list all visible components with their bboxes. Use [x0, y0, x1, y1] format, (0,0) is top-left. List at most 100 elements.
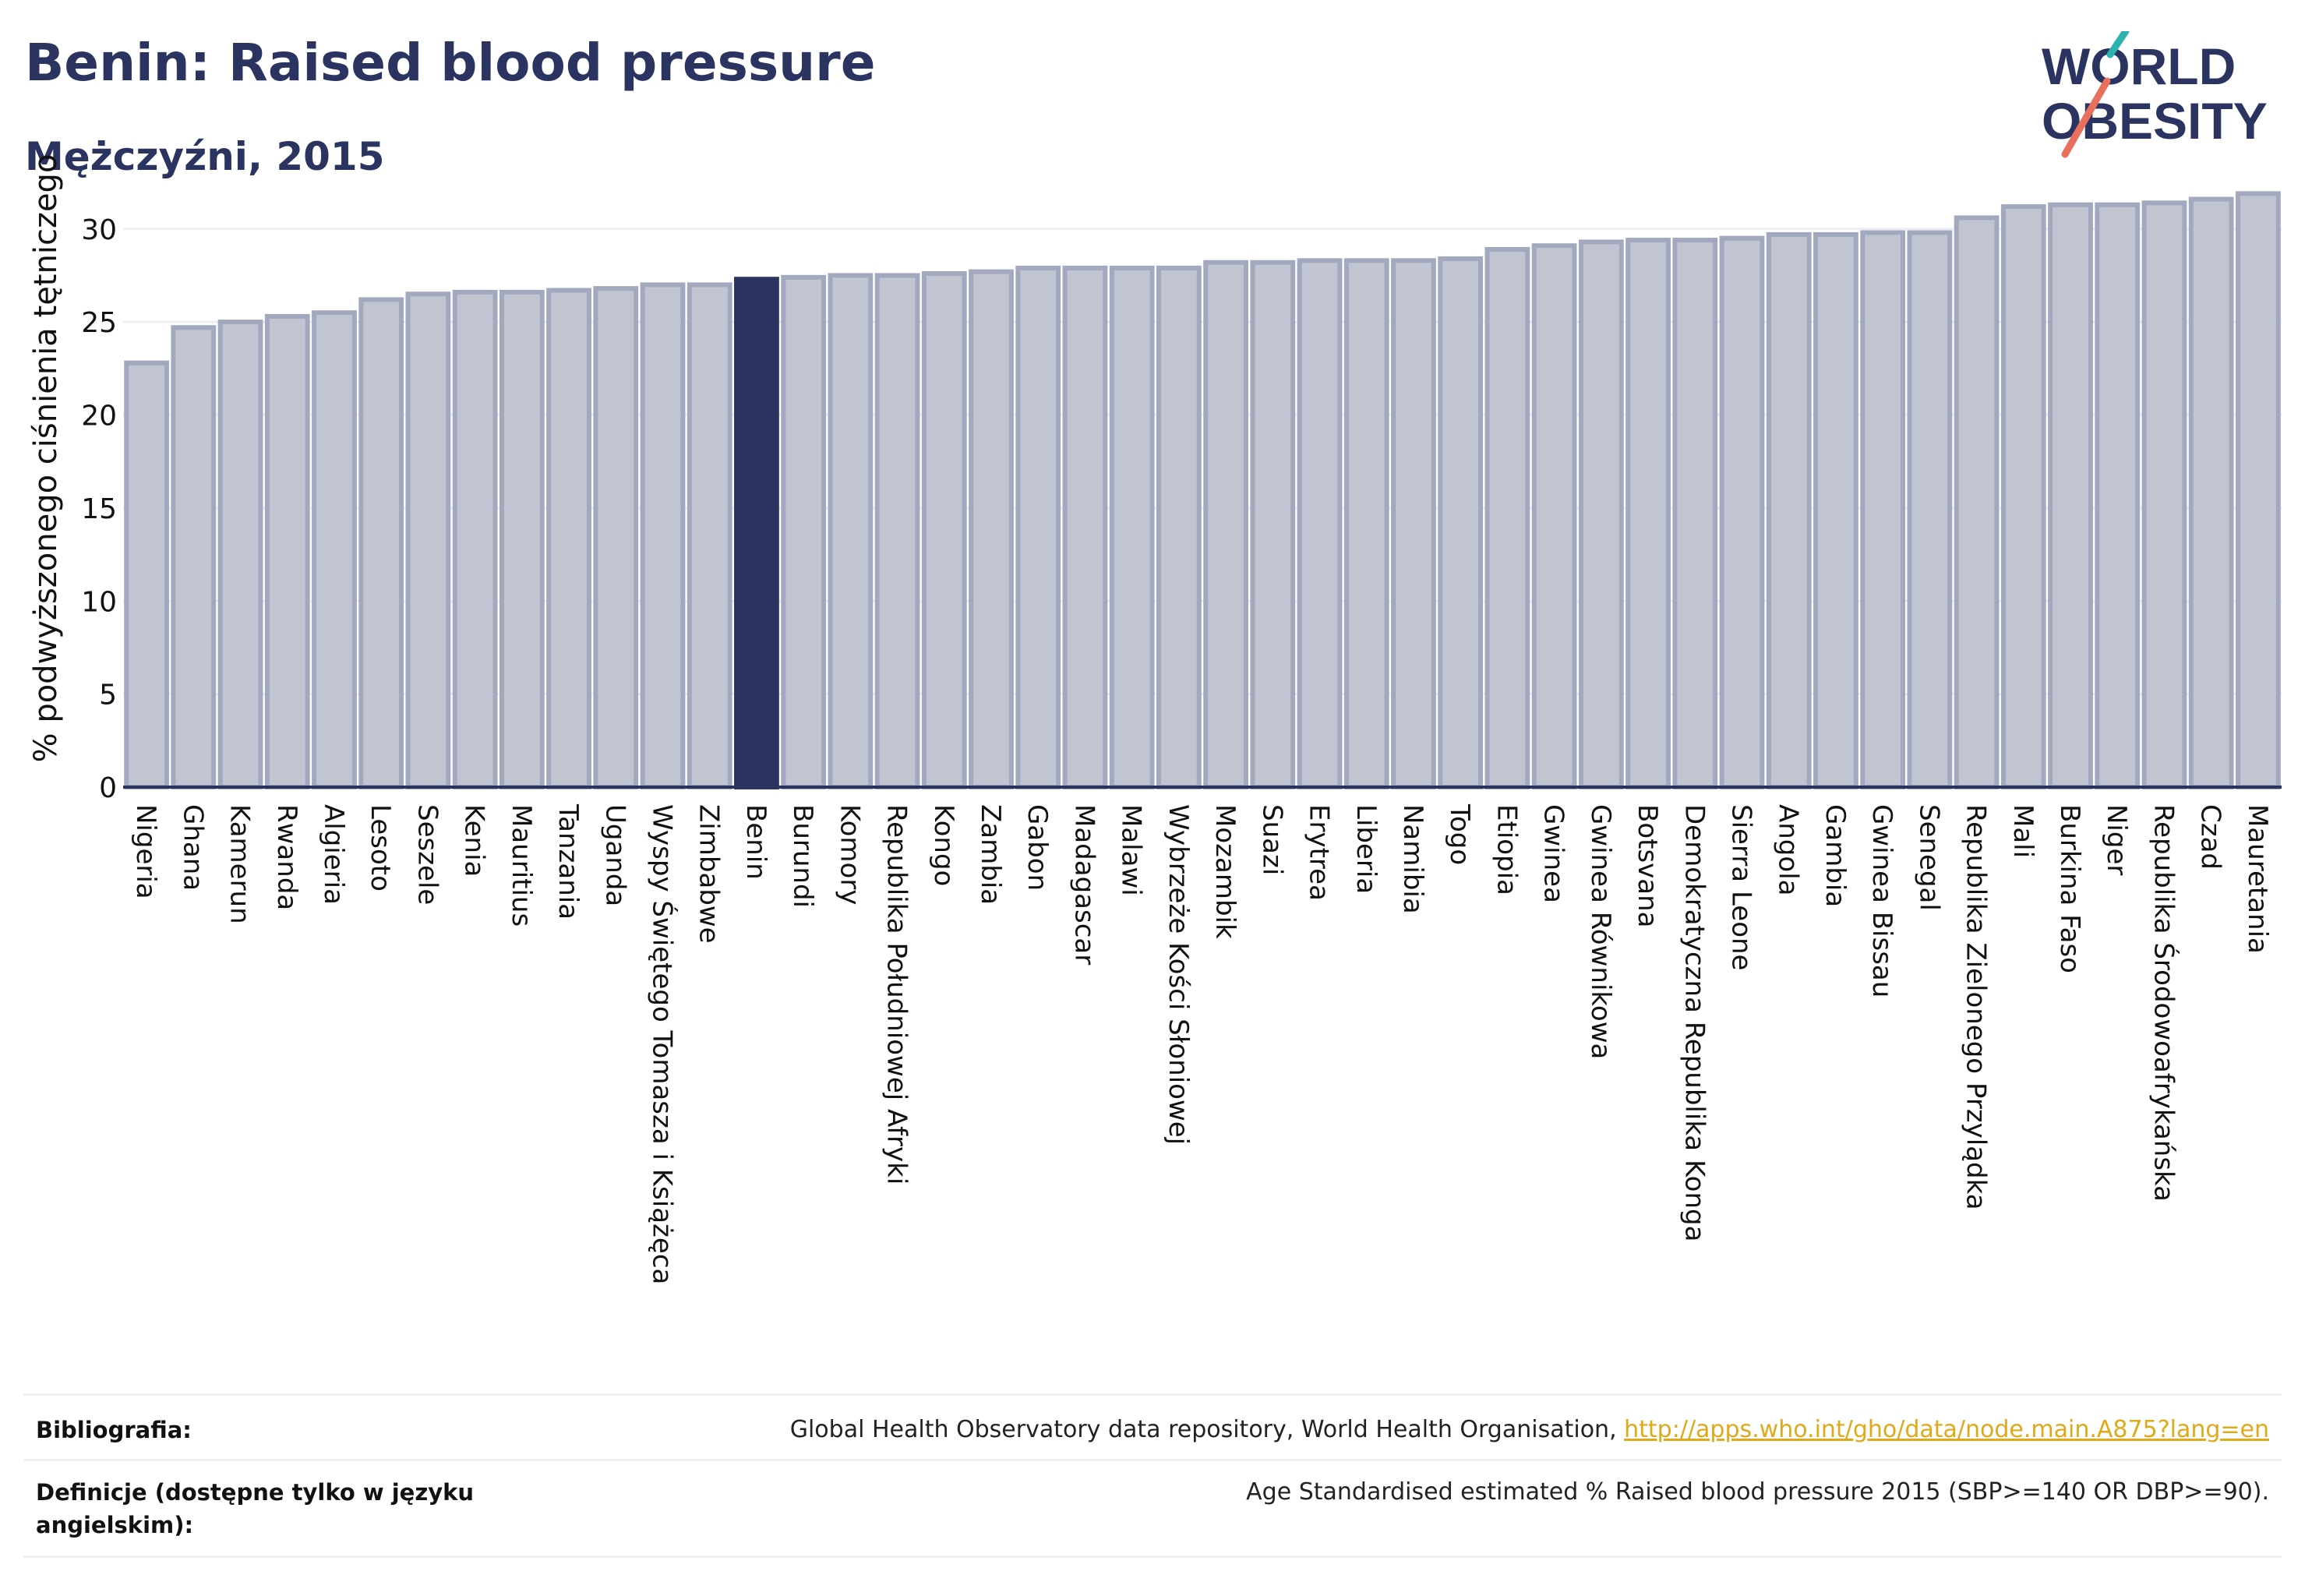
bar-burkina-faso	[2048, 202, 2093, 789]
y-tick-label: 5	[99, 680, 117, 711]
x-tick-label: Ghana	[177, 804, 208, 891]
x-tick-label: Republika Zielonego Przylądka	[1961, 804, 1992, 1210]
x-tick-label: Kongo	[928, 804, 959, 886]
x-tick-label: Algieria	[318, 804, 349, 905]
bar-sierra-leone	[1719, 235, 1765, 789]
chart-title: Benin: Raised blood pressure	[25, 33, 876, 93]
bar-wyspy-wi-tego-tomasza-i-ksi-ca	[640, 282, 686, 789]
bibliography-link[interactable]: http://apps.who.int/gho/data/node.main.A…	[1624, 1416, 2269, 1443]
bar-etiopia	[1484, 247, 1530, 789]
bibliography-label: Bibliografia:	[36, 1417, 192, 1443]
x-tick-label: Liberia	[1350, 804, 1382, 894]
world-obesity-logo: WORLD OBESITY	[2042, 31, 2268, 158]
x-tick-label: Kenia	[459, 804, 490, 877]
bar-gabon	[1015, 265, 1061, 789]
bar-gwinea-bissau	[1860, 230, 1906, 789]
x-tick-label: Lesoto	[365, 804, 396, 892]
bar-zambia	[969, 269, 1014, 790]
bar-lesoto	[358, 297, 404, 790]
bibliography-text: Global Health Observatory data repositor…	[789, 1416, 1625, 1443]
bar-nigeria	[124, 360, 170, 789]
x-tick-label: Wybrzeże Kości Słoniowej	[1163, 804, 1194, 1145]
bar-kamerun	[217, 320, 263, 789]
bar-togo	[1438, 256, 1484, 789]
y-tick-label: 10	[81, 586, 117, 618]
x-tick-label: Gambia	[1820, 804, 1851, 907]
bar-ghana	[171, 325, 217, 790]
x-tick-label: Suazi	[1256, 804, 1287, 875]
bar-gwinea	[1531, 243, 1577, 789]
x-tick-label: Madagascar	[1068, 804, 1100, 965]
bar-komory	[828, 273, 874, 789]
bar-madagascar	[1062, 265, 1108, 789]
bar-burundi	[781, 274, 827, 789]
x-tick-label: Malawi	[1116, 804, 1147, 896]
bar-rwanda	[264, 313, 310, 789]
x-tick-label: Namibia	[1397, 804, 1428, 914]
bar-uganda	[593, 286, 639, 789]
bibliography-value: Global Health Observatory data repositor…	[790, 1414, 2269, 1446]
x-tick-label: Burundi	[787, 804, 818, 908]
x-tick-label: Zambia	[975, 804, 1006, 905]
x-tick-label: Senegal	[1913, 804, 1944, 911]
y-tick-label: 25	[81, 307, 117, 339]
definitions-value: Age Standardised estimated % Raised bloo…	[1246, 1478, 2269, 1506]
x-tick-label: Niger	[2101, 804, 2132, 875]
bar-benin	[734, 277, 779, 789]
x-tick-label: Kamerun	[224, 804, 256, 924]
x-tick-label: Nigeria	[130, 804, 161, 899]
x-tick-label: Mali	[2007, 804, 2038, 858]
bar-chart: 0 5 10 15 20 25 30 % podwyższonego ciśnienia tę…	[28, 154, 2282, 1284]
y-tick-label: 30	[81, 214, 117, 246]
x-tick-label: Togo	[1444, 803, 1475, 865]
x-tick-label: Zimbabwe	[694, 804, 725, 944]
bar-zimbabwe	[687, 282, 732, 789]
x-tick-label: Gwinea Bissau	[1866, 804, 1897, 998]
y-tick-label: 20	[81, 401, 117, 433]
x-tick-label: Angola	[1773, 804, 1804, 895]
bar-kenia	[452, 289, 498, 789]
bar-demokratyczna-republika-konga	[1672, 238, 1718, 789]
logo-slash-teal	[2106, 31, 2130, 58]
footer-divider-top	[23, 1393, 2282, 1396]
x-tick-label: Sierra Leone	[1726, 804, 1757, 970]
bar-wybrze-e-ko-ci-s-oniowej	[1156, 265, 1202, 789]
bar-malawi	[1109, 265, 1155, 789]
x-tick-label: Uganda	[599, 804, 630, 906]
bar-algieria	[312, 310, 357, 789]
y-tick-label: 0	[99, 772, 117, 804]
logo-line2: OBESITY	[2042, 92, 2268, 150]
logo-slash-coral	[2061, 77, 2111, 158]
bar-angola	[1766, 231, 1812, 790]
bar-namibia	[1391, 258, 1436, 789]
x-tick-label: Mauritius	[506, 804, 537, 927]
bar-senegal	[1907, 230, 1953, 789]
bar-kongo	[921, 271, 967, 789]
footer-divider-middle	[23, 1459, 2282, 1461]
y-axis-label: % podwyższonego ciśnienia tętniczego	[28, 154, 64, 763]
bar-mozambik	[1203, 260, 1249, 790]
x-tick-label: Rwanda	[271, 804, 302, 910]
x-tick-label: Etiopia	[1491, 804, 1522, 895]
x-tick-label: Demokratyczna Republika Konga	[1678, 804, 1710, 1241]
footer-divider-bottom	[23, 1555, 2282, 1558]
bar-botsvana	[1626, 238, 1671, 789]
x-tick-label: Mozambik	[1209, 804, 1241, 939]
x-tick-label: Mauretania	[2242, 804, 2273, 954]
bar-niger	[2095, 202, 2141, 789]
bar-suazi	[1250, 260, 1296, 790]
x-tick-label: Republika Południowej Afryki	[881, 804, 912, 1185]
x-tick-label: Benin	[740, 804, 771, 880]
x-tick-label: Gabon	[1022, 804, 1053, 891]
chart-subtitle: Mężczyźni, 2015	[25, 134, 385, 179]
x-tick-label: Erytrea	[1304, 804, 1335, 901]
bar-republika-rodowoafryka-ska	[2141, 200, 2187, 789]
x-tick-label: Burkina Faso	[2054, 804, 2085, 973]
bar-republika-po-udniowej-afryki	[874, 273, 920, 789]
x-tick-label: Czad	[2195, 804, 2226, 870]
bar-liberia	[1343, 258, 1389, 789]
x-tick-label: Komory	[834, 804, 865, 905]
bar-mauritius	[499, 289, 545, 789]
x-tick-label: Seszele	[411, 804, 443, 905]
bar-gwinea-r-wnikowa	[1578, 239, 1624, 789]
